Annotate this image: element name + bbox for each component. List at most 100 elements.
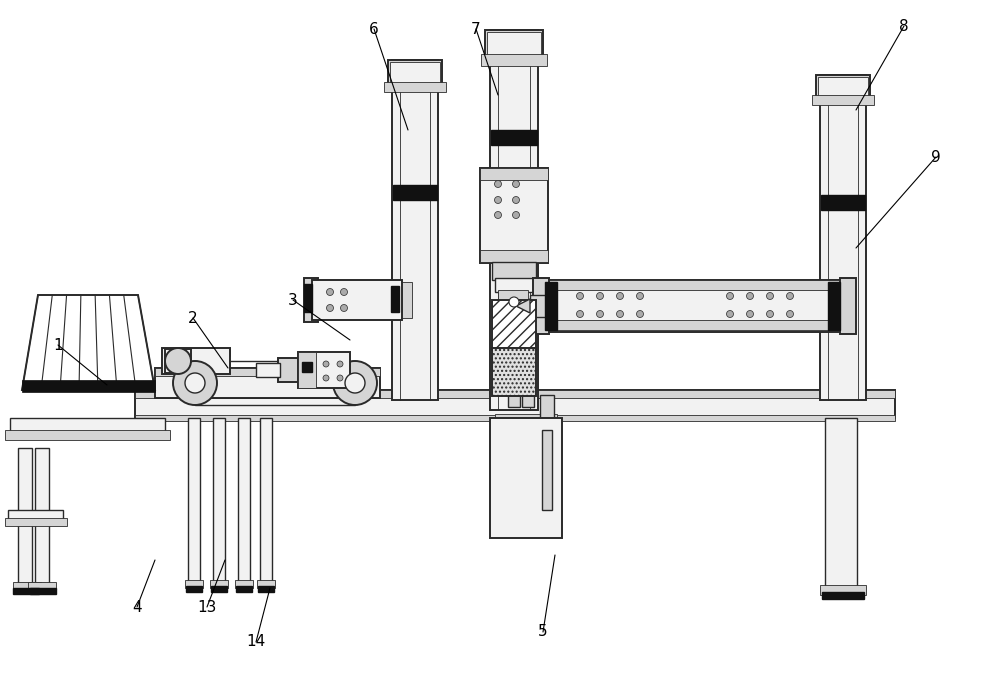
Bar	[186, 586, 202, 592]
Bar	[302, 362, 312, 372]
Bar	[487, 32, 541, 58]
Circle shape	[596, 292, 604, 299]
Bar	[257, 580, 275, 588]
Circle shape	[340, 289, 348, 296]
Bar	[18, 448, 32, 583]
Circle shape	[509, 297, 519, 307]
Circle shape	[767, 292, 774, 299]
Bar	[391, 286, 399, 312]
Bar	[135, 415, 895, 421]
Circle shape	[637, 292, 644, 299]
Bar	[210, 580, 228, 588]
Circle shape	[616, 292, 624, 299]
Bar	[533, 278, 549, 334]
Bar	[13, 588, 39, 594]
Bar	[278, 358, 302, 382]
Bar	[522, 395, 534, 407]
Circle shape	[326, 289, 334, 296]
Bar	[135, 390, 895, 418]
Text: 9: 9	[931, 149, 941, 164]
Circle shape	[512, 196, 520, 204]
Bar	[211, 586, 227, 592]
Text: 6: 6	[369, 21, 379, 37]
Circle shape	[726, 292, 734, 299]
Text: 5: 5	[538, 625, 548, 639]
Bar	[30, 588, 56, 594]
Bar	[155, 368, 380, 376]
Circle shape	[337, 375, 343, 381]
Bar	[492, 348, 536, 396]
Circle shape	[323, 361, 329, 367]
Circle shape	[173, 361, 217, 405]
Bar	[28, 582, 56, 590]
Text: 7: 7	[471, 21, 481, 37]
Bar	[400, 282, 412, 318]
Circle shape	[576, 292, 584, 299]
Circle shape	[746, 292, 754, 299]
Bar	[820, 75, 866, 400]
Bar	[188, 418, 200, 583]
Bar	[162, 348, 230, 374]
Bar	[822, 592, 864, 599]
Text: 14: 14	[246, 634, 266, 650]
Bar	[298, 352, 316, 388]
Bar	[825, 418, 857, 588]
Bar	[304, 284, 312, 312]
Bar	[481, 54, 547, 66]
Bar	[298, 352, 350, 388]
Bar	[492, 300, 536, 350]
Bar	[545, 280, 840, 290]
Circle shape	[323, 375, 329, 381]
Bar	[258, 586, 274, 592]
Text: 8: 8	[899, 19, 909, 33]
Bar	[821, 195, 865, 210]
Bar	[540, 395, 554, 419]
Text: 4: 4	[132, 600, 142, 614]
Bar	[812, 95, 874, 105]
Bar	[545, 282, 557, 330]
Bar	[490, 30, 538, 410]
Bar	[490, 418, 562, 538]
Bar	[480, 250, 548, 262]
Bar	[388, 60, 442, 88]
Text: 2: 2	[188, 310, 198, 325]
Polygon shape	[22, 295, 155, 390]
Bar	[162, 348, 230, 356]
Bar	[495, 414, 557, 422]
Bar	[820, 585, 866, 595]
Bar	[491, 130, 537, 145]
Text: 1: 1	[53, 337, 63, 352]
Bar	[485, 30, 543, 60]
Circle shape	[512, 180, 520, 187]
Bar	[35, 448, 49, 583]
Circle shape	[345, 373, 365, 393]
Bar	[508, 395, 520, 407]
Bar	[390, 62, 440, 86]
Circle shape	[494, 196, 502, 204]
Bar	[308, 282, 316, 318]
Bar	[828, 282, 840, 330]
Bar	[238, 418, 250, 583]
Bar	[480, 168, 548, 180]
Polygon shape	[516, 299, 530, 313]
Circle shape	[637, 310, 644, 317]
Circle shape	[326, 305, 334, 312]
Circle shape	[616, 310, 624, 317]
Bar	[545, 280, 840, 332]
Bar	[5, 430, 170, 440]
Bar	[185, 580, 203, 588]
Bar	[392, 60, 438, 400]
Circle shape	[512, 211, 520, 218]
Circle shape	[494, 180, 502, 187]
Bar	[10, 418, 165, 436]
Bar	[155, 368, 380, 398]
Circle shape	[185, 373, 205, 393]
Bar	[5, 518, 67, 526]
Bar	[165, 349, 191, 373]
Bar	[8, 510, 63, 522]
Circle shape	[786, 292, 794, 299]
Circle shape	[333, 361, 377, 405]
Text: 13: 13	[197, 600, 217, 614]
Bar	[213, 418, 225, 583]
Bar	[393, 185, 437, 200]
